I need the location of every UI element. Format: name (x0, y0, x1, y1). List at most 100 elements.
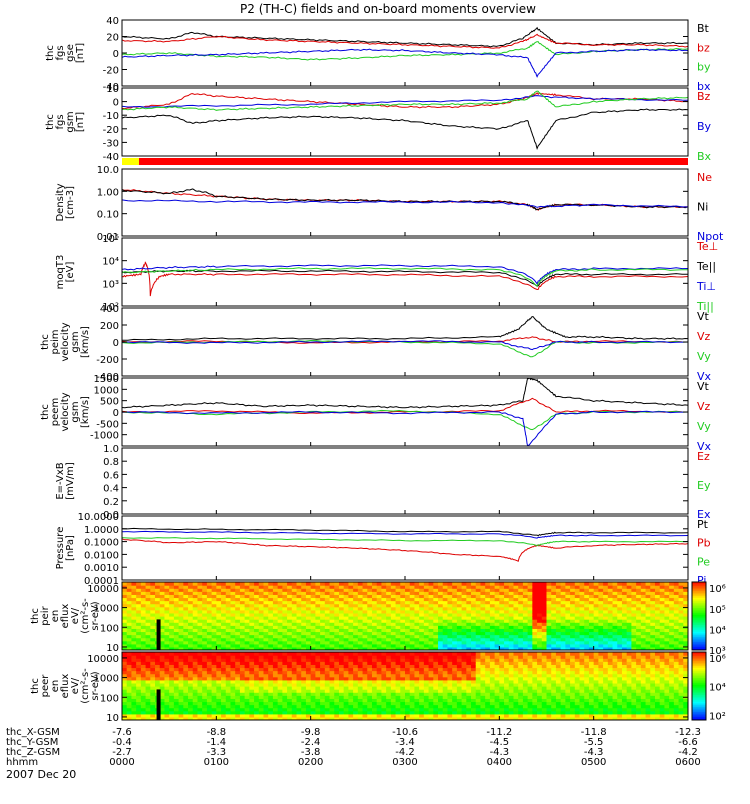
legend-entry: Vt (697, 310, 710, 323)
heatmap-cell (433, 652, 438, 656)
heatmap-cell (235, 582, 240, 586)
heatmap-cell (414, 582, 419, 586)
heatmap-cell (344, 652, 349, 656)
y-axis-title-line: [eV] (65, 262, 76, 283)
legend-entry: Te⊥ (696, 240, 718, 253)
legend-entry: Ey (697, 479, 711, 492)
series-line-vt (122, 317, 688, 341)
heatmap-cell (485, 652, 490, 656)
y-tick-label: -30 (103, 138, 119, 149)
heatmap-cell (457, 582, 462, 586)
heatmap-cell (202, 652, 207, 656)
heatmap-cell (622, 582, 627, 586)
heatmap-cell (471, 582, 476, 586)
panel-frame (122, 448, 688, 514)
heatmap-cell (254, 582, 259, 586)
legend-entry: Vt (697, 380, 710, 393)
heatmap-cell (660, 582, 665, 586)
heatmap-cell (344, 582, 349, 586)
heatmap-cell (221, 652, 226, 656)
legend-entry: By (697, 120, 712, 133)
series-line-total (122, 109, 688, 149)
heatmap-cell (278, 582, 283, 586)
y-tick-label: 10 (106, 643, 119, 654)
heatmap-cell (193, 582, 198, 586)
heatmap-cell (532, 652, 537, 656)
y-tick-label: 0 (113, 49, 119, 60)
heatmap-cell (363, 582, 368, 586)
series-group (122, 91, 688, 148)
heatmap-cell (160, 652, 165, 656)
heatmap-cell (353, 652, 358, 656)
data-gap (157, 619, 161, 650)
heatmap-cell (278, 652, 283, 656)
heatmap-cell (476, 582, 481, 586)
y-tick-label: -500 (96, 419, 119, 430)
heatmap-cell (650, 582, 655, 586)
heatmap-cell (297, 582, 302, 586)
heatmap-cell (551, 582, 556, 586)
legend-entry: Pe (697, 555, 710, 568)
heatmap-cell (589, 582, 594, 586)
heatmap-cell (179, 652, 184, 656)
y-tick-label: 10.0 (97, 165, 119, 176)
heatmap-cell (273, 652, 278, 656)
heatmap-cell (216, 652, 221, 656)
heatmap-cell (636, 582, 641, 586)
series-line-bx (122, 49, 688, 77)
heatmap-cell (188, 652, 193, 656)
heatmap-cell (179, 582, 184, 586)
heatmap-cell (679, 582, 684, 586)
heatmap-cell (297, 652, 302, 656)
y-tick-label: 20 (106, 33, 119, 44)
series-line-bz (122, 34, 688, 48)
heatmap-cell (141, 582, 146, 586)
y-tick-label: 10 (106, 84, 119, 95)
legend-entry: Bt (697, 22, 710, 35)
heatmap-cell (339, 652, 344, 656)
y-tick-label: 0.10 (97, 210, 119, 221)
legend-entry: bz (697, 41, 710, 54)
heatmap-cell (315, 652, 320, 656)
heatmap-cell (509, 652, 514, 656)
heatmap-cell (504, 652, 509, 656)
heatmap-cell (381, 582, 386, 586)
heatmap-cell (353, 582, 358, 586)
heatmap-cell (122, 652, 127, 656)
heatmap-cell (518, 582, 523, 586)
y-tick-label: -10 (103, 111, 119, 122)
y-tick-label: 400 (100, 304, 119, 315)
heatmap-cell (287, 582, 292, 586)
heatmap-cell (542, 582, 547, 586)
y-tick-label: 0.4 (103, 484, 119, 495)
heatmap-cell (358, 582, 363, 586)
heatmap-cell (259, 582, 264, 586)
heatmap-cell (518, 652, 523, 656)
heatmap-cell (410, 582, 415, 586)
heatmap-cell (212, 652, 217, 656)
heatmap-cell (377, 652, 382, 656)
legend-entry: Pb (697, 537, 711, 550)
heatmap-cell (627, 582, 632, 586)
heatmap-cell (245, 582, 250, 586)
heatmap-cell (249, 582, 254, 586)
heatmap-cell (273, 582, 278, 586)
y-tick-label: 40 (106, 16, 119, 27)
heatmap-cell (197, 582, 202, 586)
series-line-pb (122, 539, 688, 561)
y-axis: 0.010.101.0010.0 (97, 165, 688, 243)
series-group (122, 189, 688, 210)
heatmap-cell (330, 582, 335, 586)
heatmap-cell (240, 582, 245, 586)
series-line-bz (122, 93, 688, 109)
colorbar-tick-label: 10⁴ (709, 625, 726, 636)
heatmap-cell (580, 582, 585, 586)
